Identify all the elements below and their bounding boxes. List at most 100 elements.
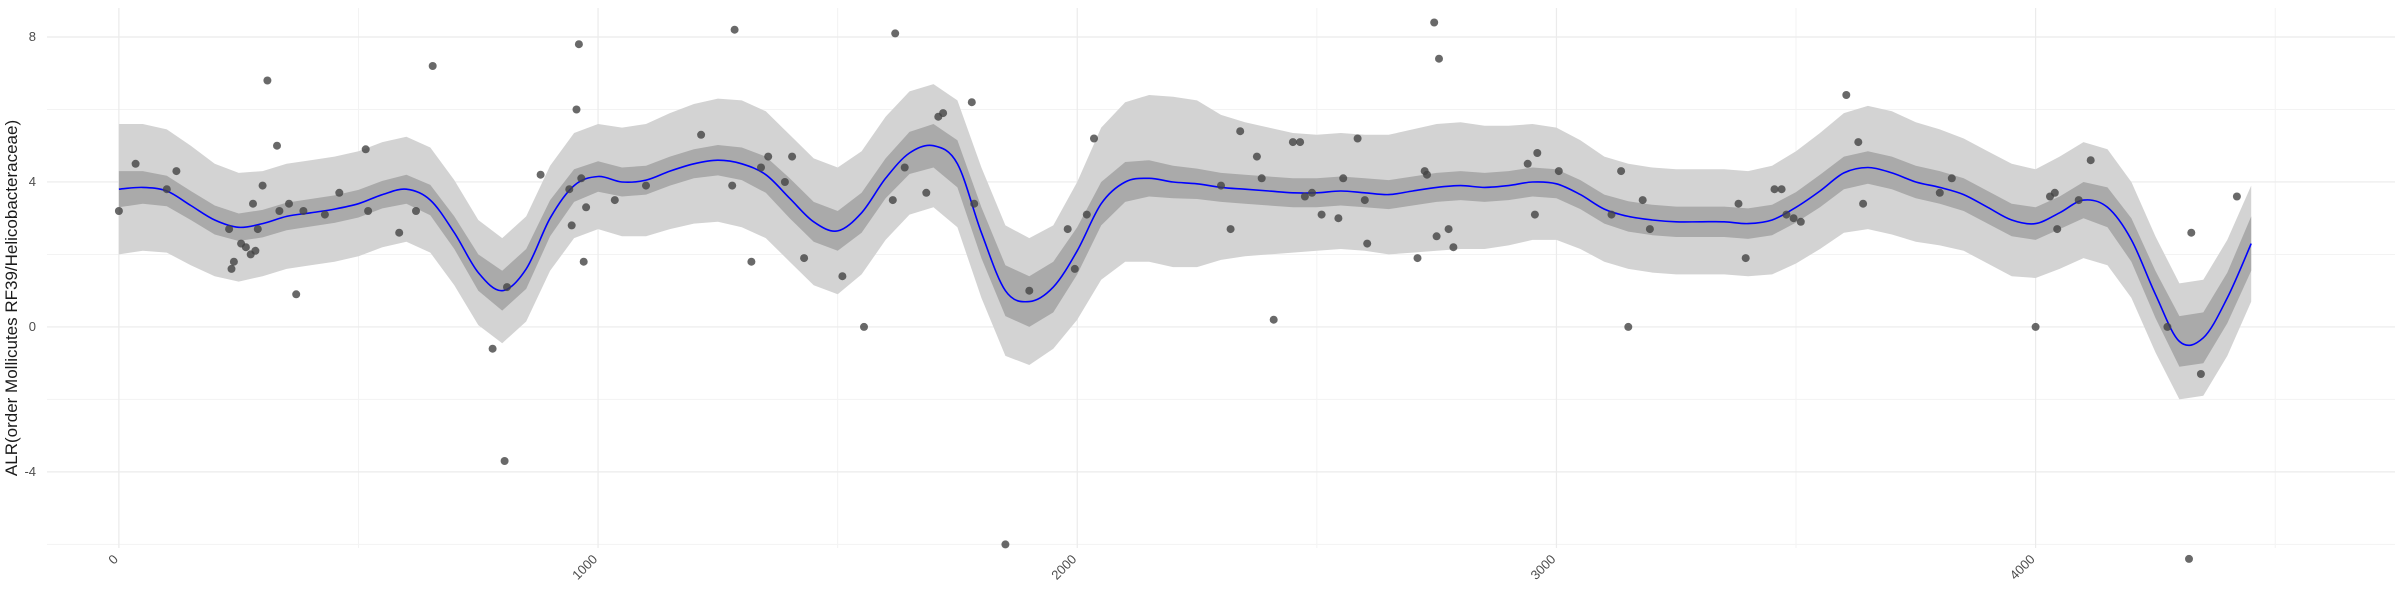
data-point (1842, 91, 1851, 99)
data-point (764, 152, 773, 161)
data-point (320, 210, 329, 219)
data-point (1947, 174, 1956, 183)
data-point (1334, 214, 1343, 223)
data-point (730, 25, 739, 34)
data-point (800, 254, 809, 263)
data-point (922, 188, 931, 197)
y-tick-label: 4 (29, 174, 36, 189)
data-point (114, 207, 123, 215)
data-point (1360, 196, 1369, 205)
data-point (788, 152, 797, 161)
data-point (1288, 138, 1297, 147)
data-point (1432, 232, 1441, 241)
data-point (970, 199, 979, 208)
data-point (728, 181, 737, 190)
data-point (2232, 192, 2241, 201)
confidence-band-outer (118, 84, 2252, 400)
y-axis-ticks: -4 0 4 8 (24, 29, 36, 479)
data-point (1001, 540, 1010, 549)
data-point (1296, 138, 1305, 147)
data-point (1070, 264, 1079, 273)
data-point (757, 163, 765, 172)
data-point (891, 29, 900, 38)
data-point (1777, 185, 1786, 194)
data-point (838, 272, 847, 281)
data-point (574, 40, 583, 49)
data-point (1252, 152, 1261, 161)
data-point (275, 207, 284, 215)
data-point (1063, 225, 1072, 234)
data-point (1226, 225, 1235, 234)
data-point (335, 188, 344, 197)
data-point (241, 243, 250, 252)
data-point (2196, 370, 2205, 378)
data-point (582, 203, 591, 212)
data-point (2050, 188, 2059, 197)
data-point (2053, 225, 2062, 234)
data-point (1269, 315, 1278, 324)
data-point (747, 257, 756, 266)
data-point (1741, 254, 1750, 263)
data-point (967, 98, 976, 107)
data-point (1796, 217, 1805, 226)
data-point (1523, 159, 1532, 168)
data-point (565, 185, 574, 194)
data-point (227, 264, 236, 273)
y-tick-label: 0 (29, 319, 36, 334)
data-point (361, 145, 370, 154)
data-point (131, 159, 140, 168)
data-point (263, 76, 272, 85)
data-point (860, 322, 868, 331)
data-point (1363, 239, 1372, 248)
data-point (1090, 134, 1098, 143)
data-point (1300, 192, 1309, 201)
data-point (1430, 18, 1439, 27)
data-point (2074, 196, 2083, 205)
y-tick-label: 8 (29, 29, 36, 44)
data-point (225, 225, 234, 234)
data-point (2185, 554, 2193, 563)
data-point (1645, 225, 1654, 234)
minor-gridlines (47, 8, 2395, 548)
data-point (229, 257, 238, 266)
data-point (1617, 167, 1626, 176)
data-point (1413, 254, 1422, 263)
data-point (1624, 322, 1633, 331)
data-point (2031, 322, 2040, 331)
data-point (1435, 54, 1443, 63)
data-point (888, 196, 897, 205)
data-point (488, 344, 497, 353)
data-point (162, 185, 171, 194)
data-point (1854, 138, 1863, 147)
data-point (1607, 210, 1616, 219)
data-point (1423, 170, 1431, 179)
data-point (1257, 174, 1266, 183)
data-point (1317, 210, 1326, 219)
data-point (939, 109, 948, 118)
data-point (1638, 196, 1647, 205)
data-point (2163, 322, 2172, 331)
data-point (428, 62, 437, 70)
data-point (273, 141, 281, 150)
data-point (1353, 134, 1362, 143)
data-point (900, 163, 909, 172)
data-point (642, 181, 650, 190)
smooth-line (118, 144, 2252, 347)
data-point (500, 457, 509, 465)
data-point (253, 225, 262, 234)
data-point (1217, 181, 1225, 190)
data-point (572, 105, 581, 114)
confidence-band-inner (118, 124, 2252, 367)
data-point (251, 246, 260, 255)
data-point (292, 290, 301, 299)
data-point (1770, 185, 1779, 194)
data-point (1444, 225, 1453, 234)
data-point (299, 207, 308, 215)
data-point (1859, 199, 1868, 208)
data-point (780, 178, 789, 186)
data-point (1935, 188, 1944, 197)
data-point (1554, 167, 1563, 176)
data-point (1236, 127, 1245, 136)
data-point (610, 196, 619, 205)
data-point (1082, 210, 1091, 219)
